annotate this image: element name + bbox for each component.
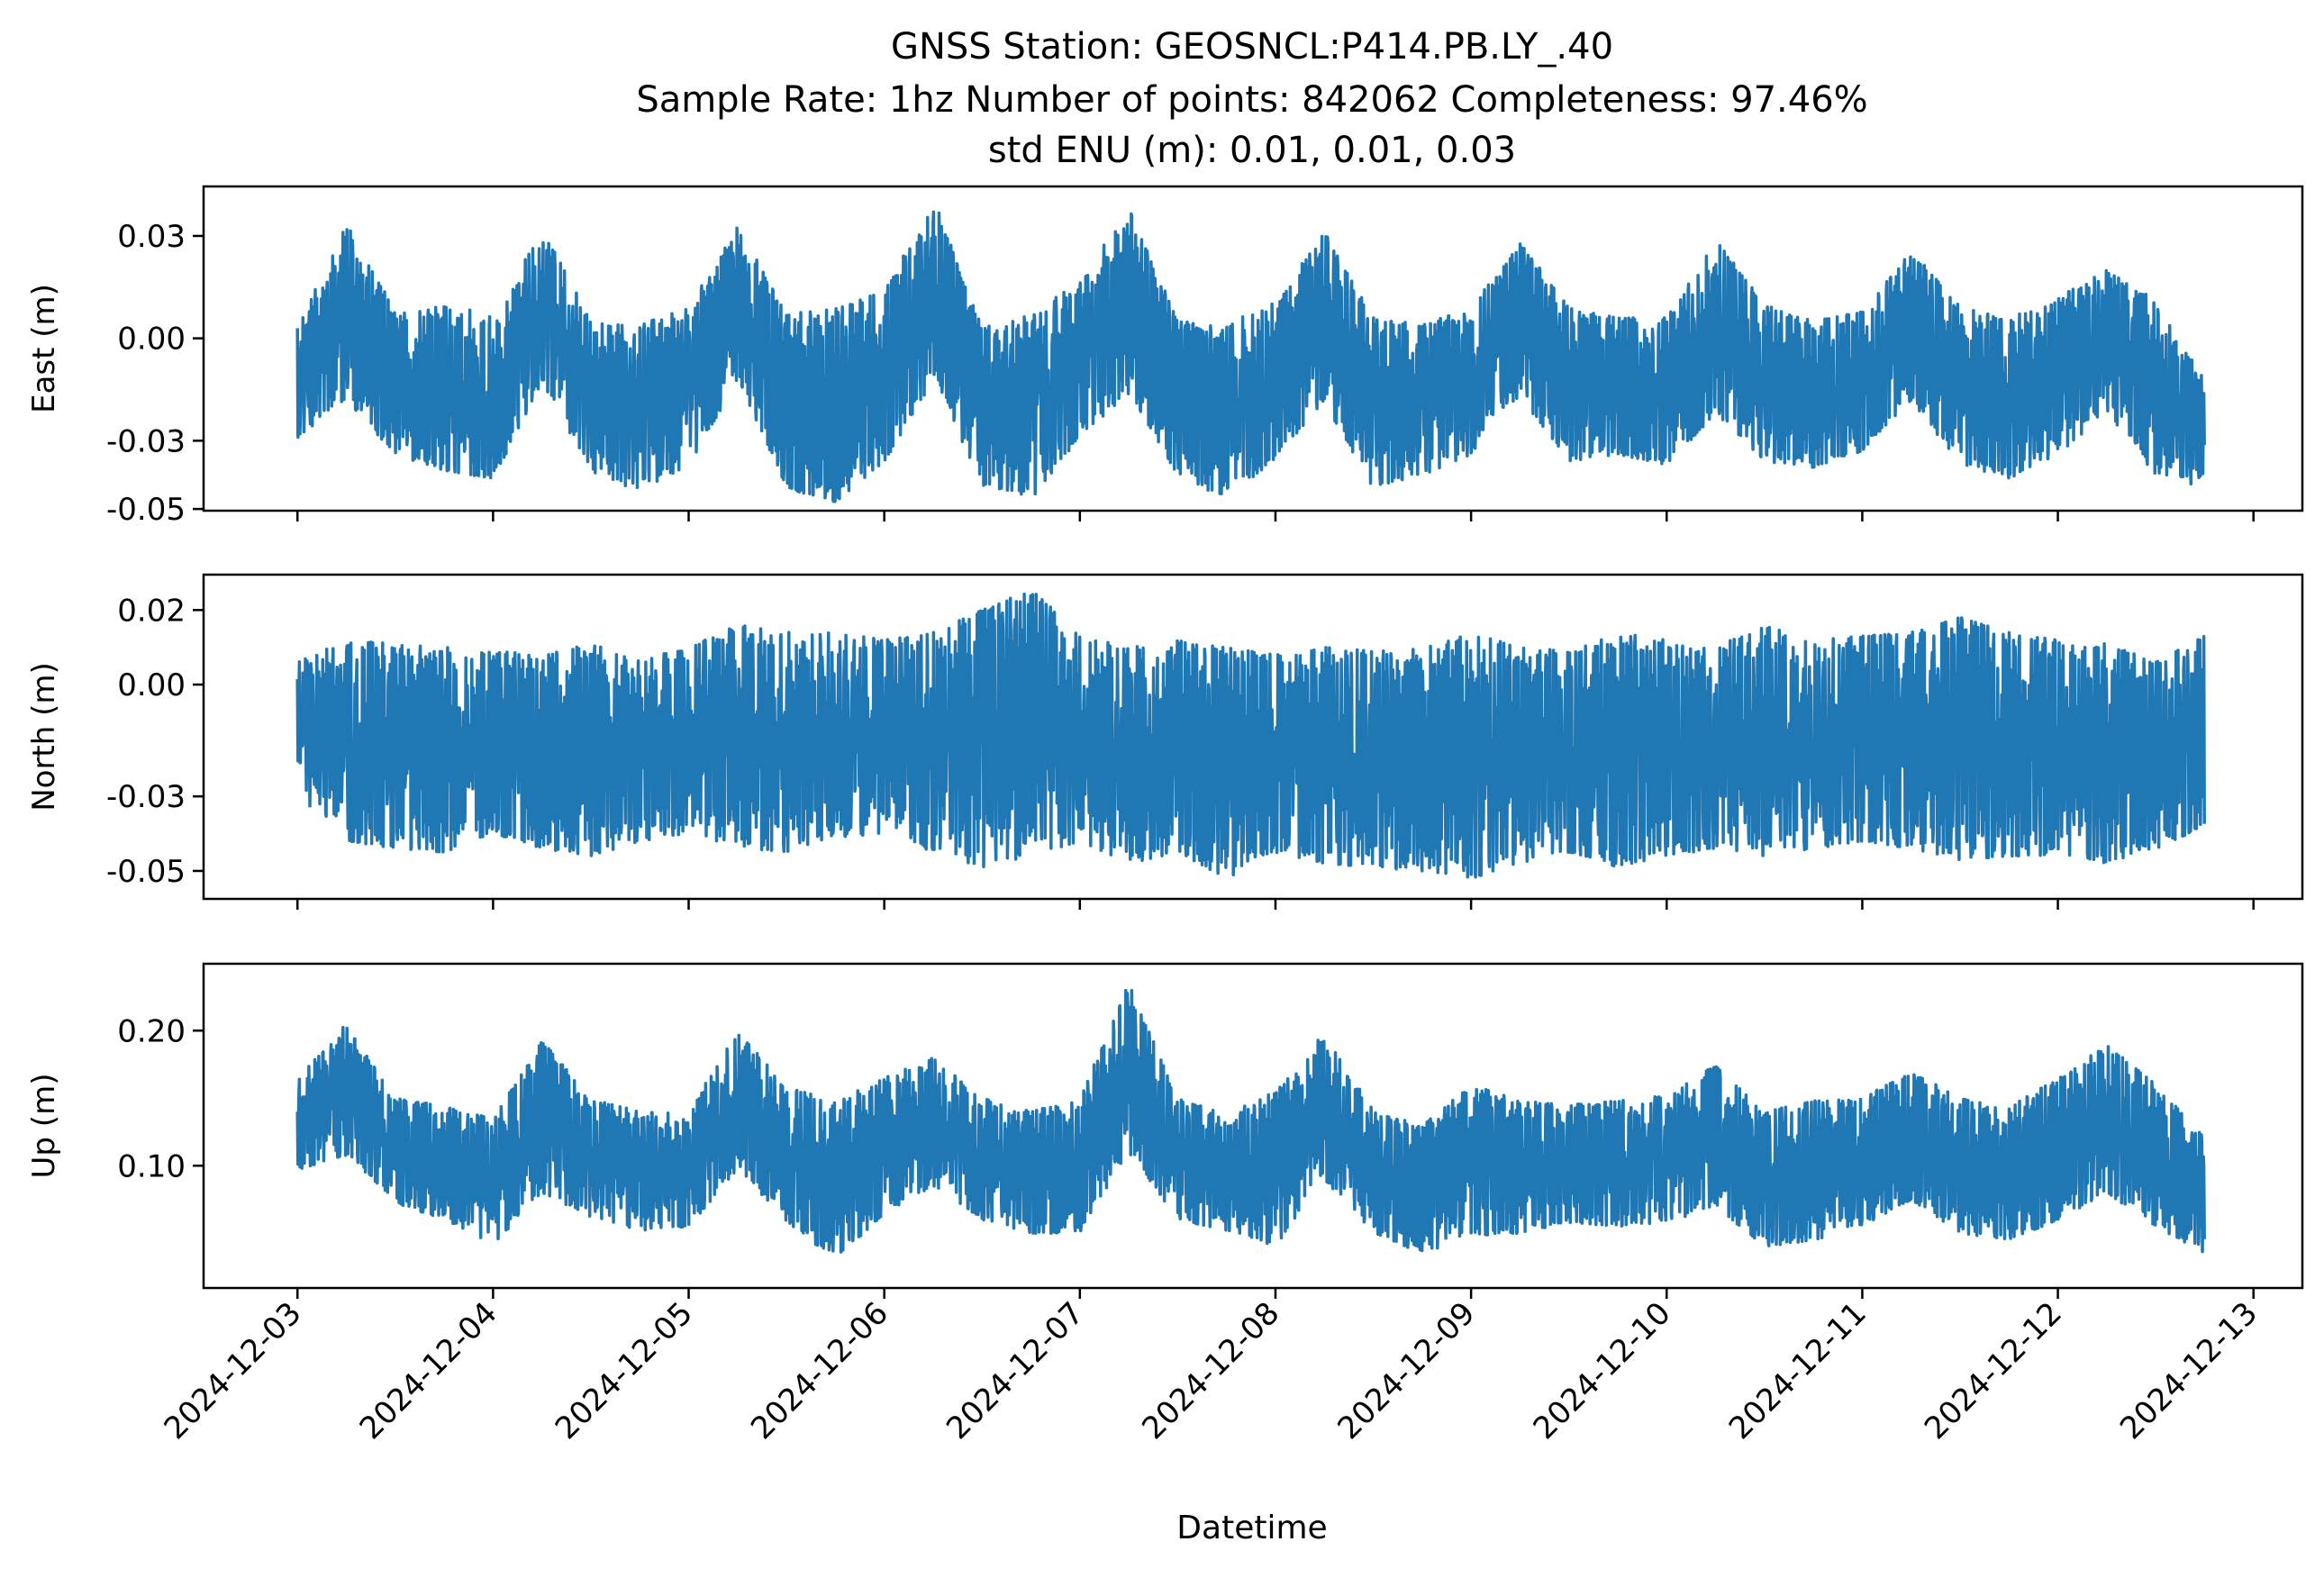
y-axis-label-north: North (m) — [26, 662, 62, 812]
y-tick-label-north: -0.05 — [106, 854, 186, 890]
x-tick-label: 2024-12-08 — [1135, 1295, 1286, 1446]
y-tick-label-east: -0.05 — [106, 492, 186, 528]
series-line-east — [295, 210, 2206, 503]
x-axis-ticks: 2024-12-03 2024-12-04 2024-12-05 2024-12-06… — [158, 1295, 2265, 1446]
y-tick-label-east: -0.03 — [106, 423, 186, 459]
x-tick-label: 2024-12-05 — [549, 1295, 700, 1446]
x-tick-label: 2024-12-06 — [744, 1295, 895, 1446]
axes-frame-up — [202, 962, 2304, 1290]
x-tick-label: 2024-12-07 — [940, 1295, 1091, 1446]
y-tick-label-north: 0.00 — [117, 667, 186, 703]
panel-east: 0.03 0.00 -0.03 -0.05 East (m) — [26, 185, 2304, 528]
subplot-panels: 0.03 0.00 -0.03 -0.05 East (m) 0.02 0.00 -0.03 -… — [26, 185, 2304, 1299]
series-line-up — [295, 988, 2206, 1254]
chart-title: GNSS Station: GEOSNCL:P414.PB.LY_.40 Sam… — [636, 26, 1867, 171]
y-tick-label-north: 0.02 — [117, 593, 186, 629]
x-tick-label: 2024-12-03 — [158, 1295, 309, 1446]
x-axis-label: Datetime — [1176, 1510, 1327, 1546]
axes-frame-east — [202, 185, 2304, 512]
y-tick-label-up: 0.10 — [117, 1148, 186, 1184]
y-tick-label-east: 0.00 — [117, 322, 186, 358]
axes-frame-north — [202, 573, 2304, 901]
title-line-sample-rate: Sample Rate: 1hz Number of points: 84206… — [636, 79, 1867, 121]
panel-up: 0.20 0.10 Up (m) — [26, 962, 2304, 1299]
title-line-std-enu: std ENU (m): 0.01, 0.01, 0.03 — [988, 130, 1516, 171]
x-tick-label: 2024-12-11 — [1722, 1295, 1874, 1446]
x-tick-label: 2024-12-04 — [353, 1295, 504, 1446]
y-tick-label-up: 0.20 — [117, 1013, 186, 1049]
x-tick-label: 2024-12-09 — [1330, 1295, 1482, 1446]
y-axis-label-east: East (m) — [26, 284, 62, 413]
series-line-north — [295, 592, 2206, 879]
y-tick-label-east: 0.03 — [117, 219, 186, 255]
y-axis-label-up: Up (m) — [26, 1074, 62, 1179]
panel-north: 0.02 0.00 -0.03 -0.05 North (m) — [26, 573, 2304, 910]
x-tick-label: 2024-12-12 — [1918, 1295, 2069, 1446]
y-tick-label-north: -0.03 — [106, 779, 186, 815]
x-tick-label: 2024-12-10 — [1527, 1295, 1678, 1446]
x-tick-label: 2024-12-13 — [2113, 1295, 2265, 1446]
title-line-station: GNSS Station: GEOSNCL:P414.PB.LY_.40 — [891, 26, 1613, 68]
